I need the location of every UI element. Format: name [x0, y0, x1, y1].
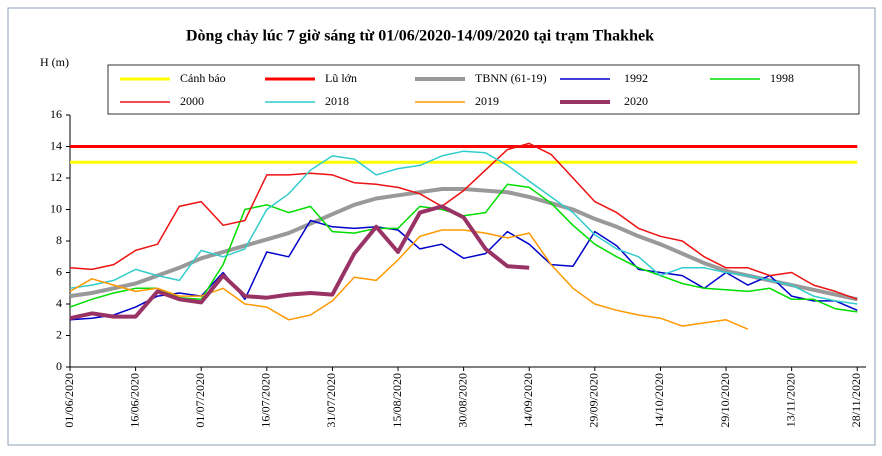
y-tick-label: 2 [56, 327, 62, 341]
legend-label: 1998 [770, 71, 794, 85]
y-tick-label: 6 [56, 264, 62, 278]
series-line [69, 150, 858, 305]
y-tick-label: 8 [56, 233, 62, 247]
x-tick-label: 29/09/2020 [587, 373, 601, 428]
series-line [69, 204, 530, 321]
legend-label: Cảnh báo [180, 71, 226, 85]
legend-label: 2019 [475, 94, 499, 108]
series-line [69, 229, 749, 330]
x-tick-label: 16/06/2020 [127, 373, 141, 428]
legend-label: 2018 [325, 94, 349, 108]
legend-label: TBNN (61-19) [475, 71, 547, 85]
y-tick-label: 0 [56, 359, 62, 373]
x-tick-label: 01/06/2020 [62, 373, 76, 428]
x-tick-label: 15/08/2020 [390, 373, 404, 428]
legend-label: 2000 [180, 94, 204, 108]
x-tick-label: 16/07/2020 [259, 373, 273, 428]
chart-title: Dòng chảy lúc 7 giờ sáng từ 01/06/2020-1… [186, 28, 654, 45]
x-tick-label: 14/10/2020 [652, 373, 666, 428]
x-tick-label: 13/11/2020 [783, 373, 797, 427]
x-tick-label: 29/10/2020 [718, 373, 732, 428]
x-tick-label: 28/11/2020 [849, 373, 863, 427]
x-tick-label: 01/07/2020 [193, 373, 207, 428]
y-tick-label: 12 [50, 170, 62, 184]
x-tick-label: 31/07/2020 [324, 373, 338, 428]
series-line [69, 187, 858, 302]
legend-label: Lũ lớn [325, 71, 357, 85]
legend-box [107, 64, 860, 115]
y-tick-label: 10 [50, 201, 62, 215]
series-line [69, 142, 858, 301]
y-tick-label: 14 [50, 138, 62, 152]
y-tick-label: 16 [50, 107, 62, 121]
x-tick-label: 30/08/2020 [455, 373, 469, 428]
legend-label: 2020 [624, 94, 648, 108]
legend-label: 1992 [624, 71, 648, 85]
y-axis-label: H (m) [40, 55, 69, 69]
x-tick-label: 14/09/2020 [521, 373, 535, 428]
y-tick-label: 4 [56, 296, 62, 310]
